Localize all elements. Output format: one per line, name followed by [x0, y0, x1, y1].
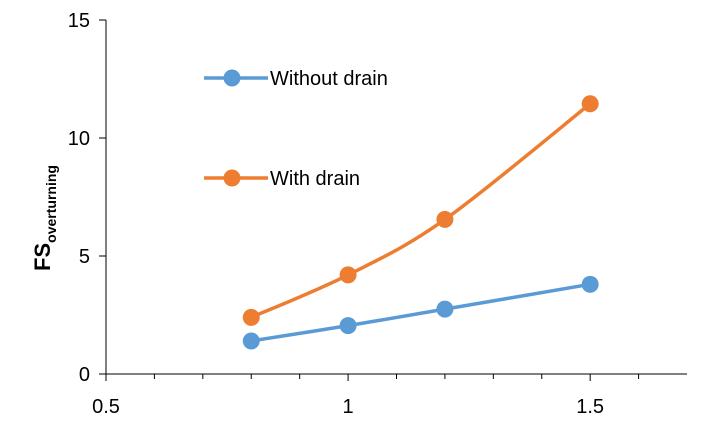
x-tick-label: 0.5 [92, 396, 120, 418]
x-tick-label: 1.5 [576, 396, 604, 418]
legend-item-with-drain: With drain [204, 168, 360, 190]
series-line-without-drain [249, 282, 592, 343]
series-line-with-drain [249, 102, 592, 320]
y-axis-label-main: FS [30, 243, 55, 271]
data-point-without-drain [436, 300, 454, 318]
y-tick-label: 15 [68, 10, 90, 32]
y-tick-label: 10 [68, 128, 90, 150]
legend-label-with-drain: With drain [270, 168, 360, 190]
data-point-without-drain [581, 275, 599, 293]
y-tick-label: 0 [79, 364, 90, 386]
legend-label-without-drain: Without drain [270, 68, 388, 90]
data-point-with-drain [339, 266, 357, 284]
data-point-with-drain [436, 210, 454, 228]
legend-marker-without-drain [223, 69, 241, 87]
series-without-drain [242, 275, 599, 350]
tick-marks [99, 19, 640, 381]
y-tick-label: 5 [79, 246, 90, 268]
data-point-without-drain [339, 317, 357, 335]
series-group [242, 95, 599, 350]
legend: Without drain With drain [204, 68, 388, 190]
legend-item-without-drain: Without drain [204, 68, 388, 90]
y-axis-label: FSoverturning [30, 165, 59, 271]
tick-labels: 0 5 10 15 0.5 1 1.5 [68, 10, 604, 418]
legend-marker-with-drain [223, 169, 241, 187]
data-point-without-drain [242, 332, 260, 350]
data-point-with-drain [581, 95, 599, 113]
series-with-drain [242, 95, 599, 326]
y-axis-label-subscript: overturning [43, 165, 59, 243]
data-point-with-drain [242, 308, 260, 326]
axes [105, 20, 687, 375]
x-tick-label: 1 [343, 396, 354, 418]
